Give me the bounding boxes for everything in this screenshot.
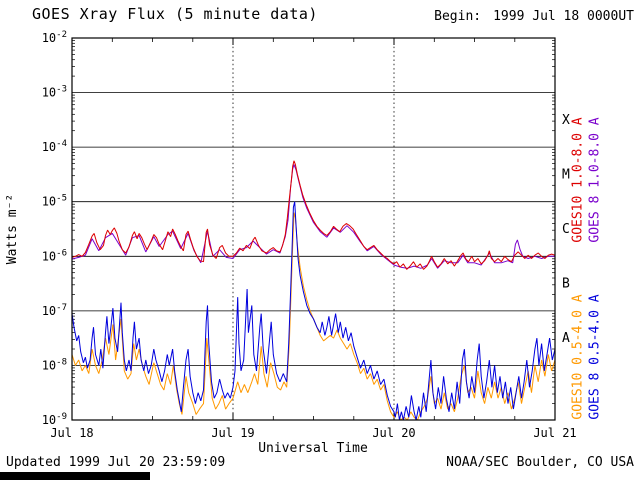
begin-timestamp: Begin: 1999 Jul 18 0000UT (434, 9, 634, 24)
x-tick-label: Jul 19 (211, 426, 254, 440)
bottom-left-bar (0, 472, 150, 480)
updated-timestamp: Updated 1999 Jul 20 23:59:09 (6, 455, 226, 470)
y-tick-label: 10-6 (42, 248, 67, 263)
begin-label: Begin: (434, 9, 482, 24)
y-tick-label: 10-2 (42, 30, 67, 45)
flare-class-a: A (562, 331, 570, 346)
page-title: GOES Xray Flux (5 minute data) (32, 5, 318, 23)
x-tick-label: Jul 21 (533, 426, 576, 440)
credit-text: NOAA/SEC Boulder, CO USA (446, 455, 634, 470)
y-tick-label: 10-5 (42, 194, 67, 209)
flare-class-m: M (562, 167, 570, 182)
begin-value: 1999 Jul 18 0000UT (493, 9, 634, 24)
x-tick-label: Jul 18 (50, 426, 93, 440)
plot-frame (71, 37, 556, 421)
series-line-3 (71, 201, 556, 421)
y-tick-label: 10-8 (42, 357, 67, 372)
y-tick-label: 10-9 (42, 412, 67, 427)
series-line-0 (71, 160, 556, 270)
series-line-2 (71, 212, 556, 421)
flare-class-x: X (562, 113, 570, 128)
flare-class-b: B (562, 277, 570, 292)
x-axis-label: Universal Time (258, 441, 368, 456)
series-line-1 (71, 164, 555, 269)
flare-class-c: C (562, 222, 570, 237)
y-axis-label: Watts m⁻² (5, 194, 20, 264)
y-tick-label: 10-3 (42, 85, 67, 100)
series-label-goes10-short: GOES10 0.5-4.0 A (571, 294, 586, 419)
series-label-goes8-long: GOES 8 1.0-8.0 A (588, 117, 603, 242)
y-tick-label: 10-7 (42, 303, 67, 318)
series-label-goes10-long: GOES10 1.0-8.0 A (571, 117, 586, 242)
x-tick-label: Jul 20 (372, 426, 415, 440)
series-label-goes8-short: GOES 8 0.5-4.0 A (588, 294, 603, 419)
y-tick-label: 10-4 (42, 139, 67, 154)
